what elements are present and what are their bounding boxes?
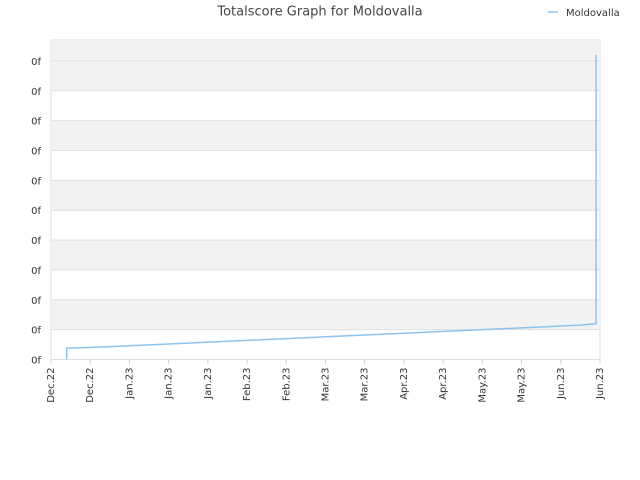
band (51, 299, 600, 330)
y-tick-label: 0f (31, 117, 41, 128)
y-tick-label: 0f (31, 57, 41, 68)
x-tick-label: Dec.22 (85, 368, 96, 403)
y-tick-label: 0f (31, 236, 41, 247)
x-tick-label: Mar.23 (321, 368, 332, 402)
x-tick-label: Feb.23 (281, 368, 292, 402)
x-tick-label: Jan.23 (124, 368, 135, 400)
band (51, 240, 600, 270)
band (51, 120, 600, 151)
x-tick-label: May.23 (477, 368, 488, 403)
legend-label: Moldovalla (566, 8, 620, 19)
y-tick-label: 0f (31, 87, 41, 98)
line (65, 54, 597, 360)
band (51, 40, 600, 61)
y-tick-label: 0f (31, 146, 41, 157)
y-tick-label: 0f (31, 266, 41, 277)
x-tick-label: Apr.23 (438, 368, 449, 400)
band (51, 180, 600, 211)
x-tick-label: Apr.23 (399, 368, 410, 400)
x-tick-label: May.23 (517, 368, 528, 403)
y-tick-label: 0f (31, 356, 41, 367)
x-tick-label: Jan.23 (164, 368, 175, 400)
x-tick-label: Feb.23 (242, 368, 253, 402)
x-tick-label: Jun.23 (595, 368, 606, 401)
y-tick-label: 0f (31, 326, 41, 337)
y-tick-label: 0f (31, 206, 41, 217)
x-tick-label: Mar.23 (360, 368, 371, 402)
x-tick-label: Jun.23 (556, 368, 567, 401)
y-tick-label: 0f (31, 296, 41, 307)
x-tick-label: Jan.23 (203, 368, 214, 400)
x-tick-label: Dec.22 (46, 368, 57, 403)
y-tick-label: 0f (31, 176, 41, 187)
chart-title: Totalscore Graph for Moldovalla (216, 5, 422, 20)
band (51, 60, 600, 91)
